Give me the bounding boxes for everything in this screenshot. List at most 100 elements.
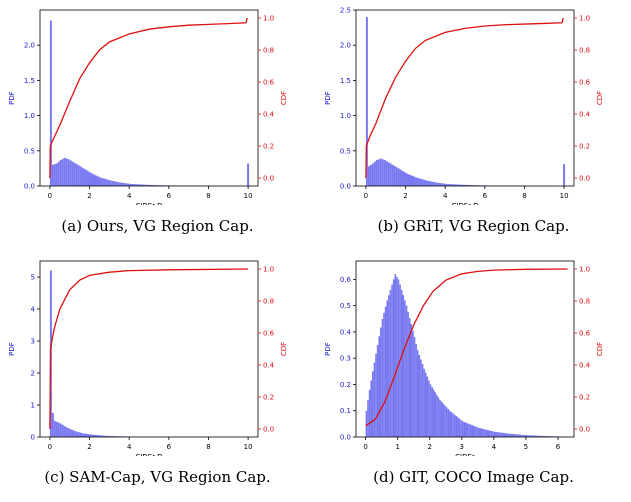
x-tick-label-3: 6 xyxy=(167,443,172,451)
pdf-bar-31 xyxy=(415,343,417,437)
pdf-bar-0 xyxy=(53,421,56,437)
pdf-bar-4 xyxy=(59,159,62,186)
y-right-tick-label-5: 1.0 xyxy=(579,15,590,23)
pdf-bar-103 xyxy=(530,435,533,437)
pdf-bar-72 xyxy=(481,428,483,437)
pdf-bar-12 xyxy=(77,432,80,437)
pdf-bar-45 xyxy=(457,184,460,186)
y-right-tick-label-0: 0.0 xyxy=(579,175,590,183)
pdf-bar-49 xyxy=(444,405,446,437)
y-right-tick-label-0: 0.0 xyxy=(579,426,590,434)
pdf-bar-85 xyxy=(501,432,504,437)
y-left-tick-label-4: 2.0 xyxy=(340,42,351,50)
pdf-bar-46 xyxy=(143,184,146,186)
pdf-bar-30 xyxy=(113,436,116,437)
pdf-bar-8 xyxy=(383,159,386,186)
pdf-bar-46 xyxy=(459,184,462,186)
pdf-bar-2 xyxy=(57,422,60,437)
pdf-bar-18 xyxy=(89,434,92,437)
pdf-bar-57 xyxy=(456,417,459,437)
pdf-bar-58 xyxy=(458,418,461,437)
x-tick-label-0: 0 xyxy=(48,443,52,451)
pdf-bar-82 xyxy=(497,432,499,437)
pdf-bar-8 xyxy=(378,336,381,437)
pdf-bar-16 xyxy=(85,433,88,437)
pdf-bar-36 xyxy=(423,368,425,437)
pdf-bar-48 xyxy=(463,184,465,186)
y-right-tick-label-5: 1.0 xyxy=(263,15,274,23)
x-tick-label-5: 10 xyxy=(560,192,569,200)
x-tick-label-1: 2 xyxy=(403,192,407,200)
pdf-bar-6 xyxy=(65,427,68,437)
pdf-bar-20 xyxy=(91,173,94,186)
pdf-bar-6 xyxy=(379,158,382,186)
y-right-tick-label-3: 0.6 xyxy=(263,79,275,87)
pdf-bar-26 xyxy=(105,435,108,437)
pdf-bar-94 xyxy=(516,434,518,437)
pdf-bar-42 xyxy=(135,184,138,186)
pdf-spike-1 xyxy=(247,163,250,186)
pdf-bar-9 xyxy=(71,430,74,437)
y-right-tick-label-5: 1.0 xyxy=(263,266,274,274)
y-right-axis-label: CDF xyxy=(280,91,288,105)
pdf-bar-7 xyxy=(67,428,70,437)
pdf-bar-35 xyxy=(121,182,124,186)
pdf-bar-4 xyxy=(375,159,378,186)
pdf-bar-17 xyxy=(87,434,90,437)
pdf-bar-8 xyxy=(69,429,72,437)
pdf-bar-84 xyxy=(500,432,502,437)
pdf-bar-33 xyxy=(433,182,436,186)
pdf-bar-36 xyxy=(123,183,126,186)
y-left-tick-label-3: 1.5 xyxy=(24,77,35,85)
pdf-bar-45 xyxy=(437,397,440,437)
pdf-bar-91 xyxy=(511,433,514,437)
pdf-bar-52 xyxy=(448,410,451,437)
pdf-bar-34 xyxy=(119,182,122,186)
pdf-bar-3 xyxy=(57,161,60,186)
pdf-bar-5 xyxy=(373,362,376,437)
chart-b: 0 2 4 6 8 10 0.0 0.5 1.0 1.5 2.0 2.5 0.0 0.2 0.4 0.6 0.8… xyxy=(324,7,604,206)
pdf-spike-0 xyxy=(365,17,368,186)
cdf-line xyxy=(365,17,564,179)
pdf-bar-27 xyxy=(408,317,411,437)
pdf-bar-70 xyxy=(477,427,480,437)
x-tick-label-5: 10 xyxy=(244,192,253,200)
pdf-bar-20 xyxy=(407,174,410,186)
pdf-bar-24 xyxy=(99,177,102,186)
pdf-bar-0 xyxy=(367,166,370,186)
pdf-bar-90 xyxy=(509,433,512,437)
pdf-bar-24 xyxy=(404,300,406,437)
pdf-bar-47 xyxy=(440,401,443,437)
panel-d: 0 1 2 3 4 5 6 0.0 0.1 0.2 0.3 0.4 0.5 0.6 0.0 0.2 0.4 0.6… xyxy=(316,251,631,502)
pdf-bar-107 xyxy=(537,435,539,437)
pdf-bar-15 xyxy=(389,289,392,437)
pdf-bar-41 xyxy=(133,184,136,186)
pdf-bar-6 xyxy=(375,353,377,437)
pdf-bar-51 xyxy=(447,408,449,437)
pdf-bar-69 xyxy=(476,427,478,437)
pdf-bar-46 xyxy=(439,400,441,437)
pdf-bar-1 xyxy=(55,421,58,437)
y-left-axis-label: PDF xyxy=(324,342,332,356)
pdf-bar-20 xyxy=(397,279,400,437)
pdf-bar-50 xyxy=(150,184,153,186)
caption-a: (a) Ours, VG Region Cap. xyxy=(61,217,254,235)
pdf-bar-13 xyxy=(393,165,396,186)
pdf-bar-55 xyxy=(453,414,456,437)
x-tick-label-0: 0 xyxy=(48,192,52,200)
x-tick-label-4: 8 xyxy=(206,192,210,200)
pdf-bar-25 xyxy=(101,178,104,186)
pdf-bar-104 xyxy=(532,435,534,437)
x-tick-label-4: 4 xyxy=(492,443,497,451)
pdf-bar-7 xyxy=(65,158,68,186)
x-axis-label: CIDEr-D xyxy=(135,202,162,205)
y-right-tick-label-1: 0.2 xyxy=(263,394,274,402)
pdf-bar-28 xyxy=(107,179,110,186)
pdf-bar-92 xyxy=(513,434,515,437)
pdf-bar-29 xyxy=(425,180,428,186)
pdf-bar-14 xyxy=(395,167,398,186)
pdf-bar-78 xyxy=(490,430,493,437)
pdf-bar-105 xyxy=(533,435,536,437)
y-left-tick-label-0: 0.0 xyxy=(24,183,35,191)
pdf-bar-43 xyxy=(453,184,456,186)
